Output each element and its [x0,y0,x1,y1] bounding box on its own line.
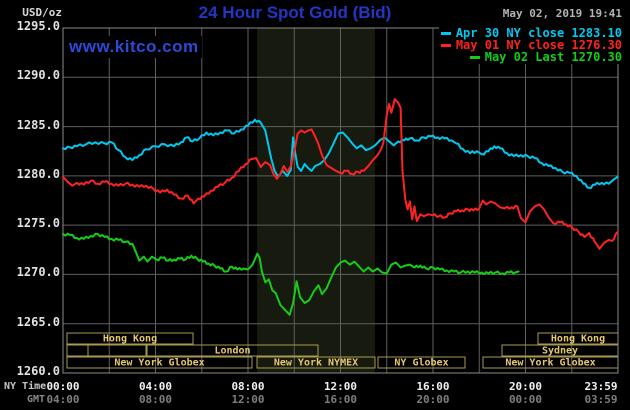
price-line-may02 [62,232,520,316]
timestamp: May 02, 2019 19:41 [502,7,622,20]
price-line-apr30 [62,118,619,189]
legend-dash-icon [440,43,451,47]
ny-time-tick-label: 20:00 [508,380,543,393]
legend-dash-icon [469,55,480,59]
y-tick-label: 1275.0 [16,216,60,231]
price-line-may01 [62,98,619,250]
kitco-watermark-link[interactable]: www.kitco.com [66,36,202,58]
gmt-caption: GMT [27,394,46,405]
gmt-time-tick-label: 00:00 [508,393,543,406]
market-session-label: Sydney [542,346,578,357]
market-session-label: NY Globex [394,358,448,369]
ny-time-tick-label: 12:00 [323,380,358,393]
legend-label: Apr 30 NY close 1283.10 [455,26,622,40]
market-session-box [66,344,89,357]
market-session-label: London [214,346,250,357]
y-tick-label: 1280.0 [16,166,60,181]
legend-item: May 02 Last 1270.30 [441,50,622,64]
gmt-time-tick-label: 08:00 [138,393,173,406]
chart-title: 24 Hour Spot Gold (Bid) [198,3,392,22]
market-session-label: Hong Kong [103,334,157,345]
legend: Apr 30 NY close 1283.10 May 01 NY close 1… [438,26,624,64]
legend-dash-icon [440,31,451,35]
market-session-box [66,356,253,369]
y-tick-label: 1260.0 [16,364,60,378]
y-tick-label: 1295.0 [16,19,60,33]
legend-item: May 01 NY close 1276.30 [440,38,622,52]
ny-time-caption: NY Time [4,381,47,392]
market-session-box [377,356,466,369]
nymex-session-shade [257,28,375,373]
gmt-time-tick-label: 12:00 [231,393,265,406]
ny-time-tick-label: 23:59 [584,380,618,393]
market-session-label: New York Globex [505,358,595,369]
legend-item: Apr 30 NY close 1283.10 [440,26,622,40]
legend-label: May 01 NY close 1276.30 [455,38,622,52]
ny-time-tick-label: 04:00 [138,380,173,393]
market-session-box [87,344,147,357]
y-tick-label: 1270.0 [16,265,60,280]
y-tick-label: 1265.0 [16,314,60,329]
gmt-time-tick-label: 16:00 [323,393,358,406]
y-tick-label: 1290.0 [16,68,60,83]
market-session-label: New York Globex [114,358,204,369]
unit-label: USD/oz [22,6,62,19]
plot-border [62,27,619,374]
gmt-time-tick-label: 04:00 [46,393,80,406]
market-session-box [146,344,319,357]
gmt-time-tick-label: 20:00 [416,393,450,406]
ny-time-tick-label: 00:00 [46,380,80,393]
legend-label: May 02 Last 1270.30 [484,50,622,64]
market-session-label: New York NYMEX [274,358,358,369]
market-session-box [256,356,376,369]
market-session-box [66,332,194,345]
gmt-time-tick-label: 03:59 [584,393,618,406]
ny-time-tick-label: 16:00 [416,380,450,393]
y-tick-label: 1285.0 [16,117,60,132]
ny-time-tick-label: 08:00 [231,380,265,393]
market-session-label: Hong Kong [551,334,605,345]
